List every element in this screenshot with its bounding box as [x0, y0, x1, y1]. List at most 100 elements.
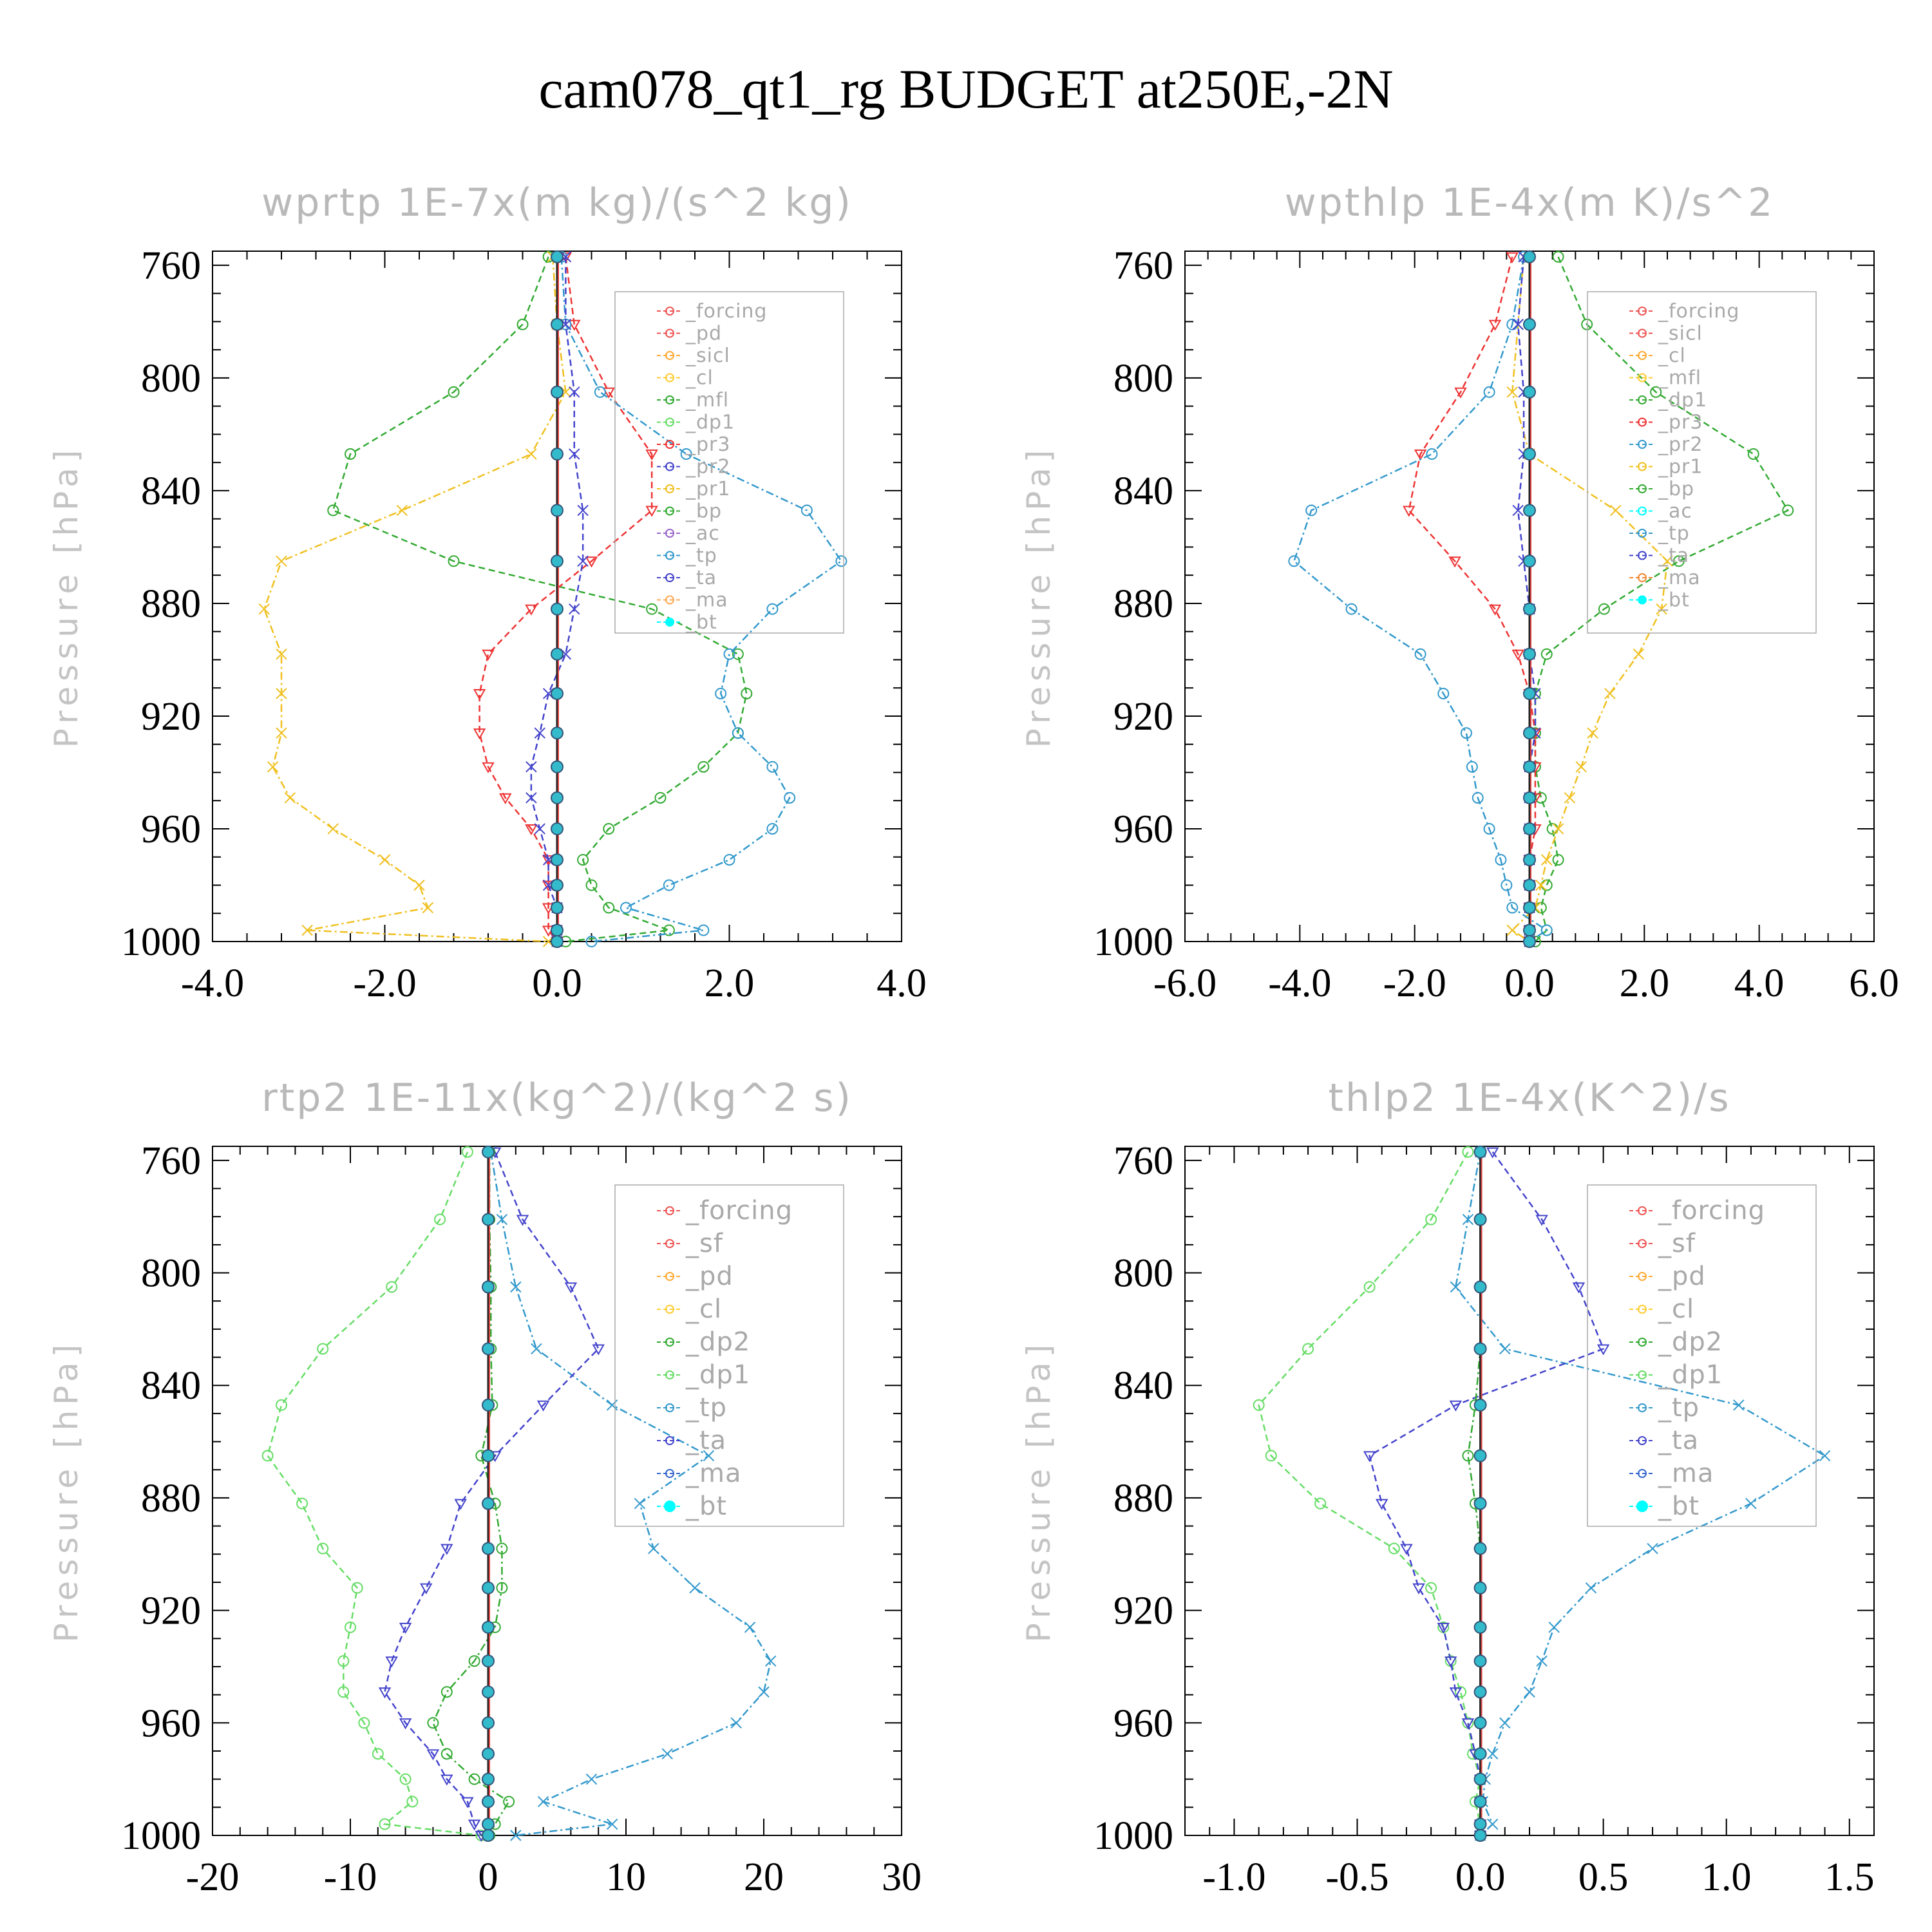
legend-marker — [1638, 1403, 1647, 1412]
x-tick-label: -20 — [186, 1855, 240, 1899]
series-point — [1587, 727, 1598, 739]
series-point — [1552, 823, 1564, 835]
bt-point — [1523, 878, 1536, 892]
legend-label: _ac — [1658, 500, 1692, 523]
series-point — [1425, 1213, 1437, 1226]
x-tick-label: -0.5 — [1325, 1855, 1388, 1899]
series-point — [585, 936, 598, 947]
legend-label: _ta — [685, 567, 717, 589]
series-point — [1633, 648, 1645, 660]
legend-label: _cl — [1658, 1294, 1694, 1324]
series-point — [594, 386, 606, 398]
legend-label: _tp — [685, 545, 717, 567]
bt-point — [482, 1829, 495, 1842]
series-point — [317, 1343, 329, 1355]
legend-label: _pd — [685, 1262, 734, 1291]
legend-marker — [664, 1501, 676, 1512]
series-point — [689, 1582, 701, 1594]
x-tick-label: 0.5 — [1578, 1855, 1629, 1899]
series-point — [1540, 648, 1553, 660]
legend-label: _bt — [1658, 1492, 1700, 1521]
series-point — [536, 1400, 550, 1412]
series-point — [379, 854, 391, 866]
series-point — [1483, 386, 1495, 398]
series-point — [525, 824, 538, 835]
y-tick-label: 920 — [141, 695, 201, 739]
series-point — [496, 1213, 508, 1226]
legend-marker — [665, 573, 674, 582]
bt-point — [482, 1817, 495, 1831]
legend-marker — [665, 462, 674, 471]
bt-point — [482, 1716, 495, 1730]
series-point — [680, 448, 692, 460]
legend-label: _tp — [685, 1393, 727, 1423]
series-point — [440, 1686, 453, 1698]
series-point — [1461, 1718, 1475, 1730]
legend-marker — [665, 1206, 674, 1215]
legend-marker — [665, 1338, 674, 1347]
series-point — [1486, 1748, 1499, 1760]
series-point — [526, 792, 537, 804]
series-point — [1375, 1499, 1388, 1510]
series-point — [1819, 1450, 1831, 1462]
legend-label: _pd — [685, 323, 722, 345]
x-tick-label: -1.0 — [1202, 1855, 1265, 1899]
series-point — [1425, 1582, 1437, 1594]
x-tick-label: -4.0 — [181, 961, 244, 1005]
bt-point — [482, 1620, 495, 1634]
legend-label: _tp — [1658, 522, 1690, 545]
y-tick-label: 920 — [1113, 1589, 1173, 1633]
legend-marker — [1638, 1469, 1647, 1478]
series-point — [516, 1215, 529, 1226]
x-tick-label: 0.0 — [1455, 1855, 1506, 1899]
legend-marker — [665, 1305, 674, 1314]
series-point — [1672, 555, 1685, 567]
series-point — [1483, 822, 1495, 835]
series-point — [1499, 1717, 1511, 1729]
y-tick-label: 960 — [1113, 808, 1173, 851]
series-point — [358, 1717, 370, 1729]
bt-point — [551, 822, 564, 835]
series-point — [1437, 687, 1450, 699]
series-point — [496, 1542, 508, 1555]
legend-label: _sicl — [1658, 323, 1703, 345]
main-title: cam078_qt1_rg BUDGET at250E,-2N — [538, 58, 1394, 120]
series-point — [1745, 1497, 1757, 1510]
series-point — [473, 688, 486, 700]
legend-label: _mfl — [1658, 367, 1701, 390]
x-tick-label: 4.0 — [876, 961, 927, 1005]
legend-label: _sicl — [685, 345, 730, 367]
legend-label: _sf — [1658, 1229, 1696, 1258]
legend-marker — [1636, 1501, 1648, 1512]
series-point — [577, 504, 589, 516]
bt-point — [1523, 385, 1536, 399]
legend-marker — [665, 1272, 674, 1281]
series-point — [1552, 854, 1564, 866]
series-point — [258, 603, 270, 615]
series-point — [510, 1281, 522, 1293]
x-tick-label: 2.0 — [705, 961, 755, 1005]
series-point — [1488, 319, 1502, 331]
series-line-tp — [490, 1151, 772, 1837]
legend-label: _cl — [685, 1294, 722, 1324]
legend-label: _dp2 — [1658, 1327, 1723, 1357]
legend-label: _pr1 — [685, 478, 730, 500]
bt-point — [482, 1542, 495, 1555]
series-point — [345, 1621, 356, 1633]
y-axis-label: Pressure [hPa] — [48, 445, 85, 748]
legend-marker — [665, 307, 674, 316]
x-tick-label: 2.0 — [1620, 961, 1670, 1005]
series-point — [261, 1450, 274, 1462]
series-point — [1444, 1656, 1457, 1668]
bt-point — [551, 554, 564, 568]
bt-point — [1523, 923, 1536, 937]
bt-point — [1473, 1542, 1487, 1555]
series-point — [378, 1687, 392, 1699]
bt-point — [482, 1581, 495, 1595]
bt-point — [551, 791, 564, 804]
series-point — [1596, 1344, 1610, 1356]
legend-marker — [1638, 1272, 1647, 1281]
series-line-ta — [384, 1151, 600, 1836]
series-point — [569, 448, 580, 460]
bt-point — [1473, 1449, 1487, 1463]
